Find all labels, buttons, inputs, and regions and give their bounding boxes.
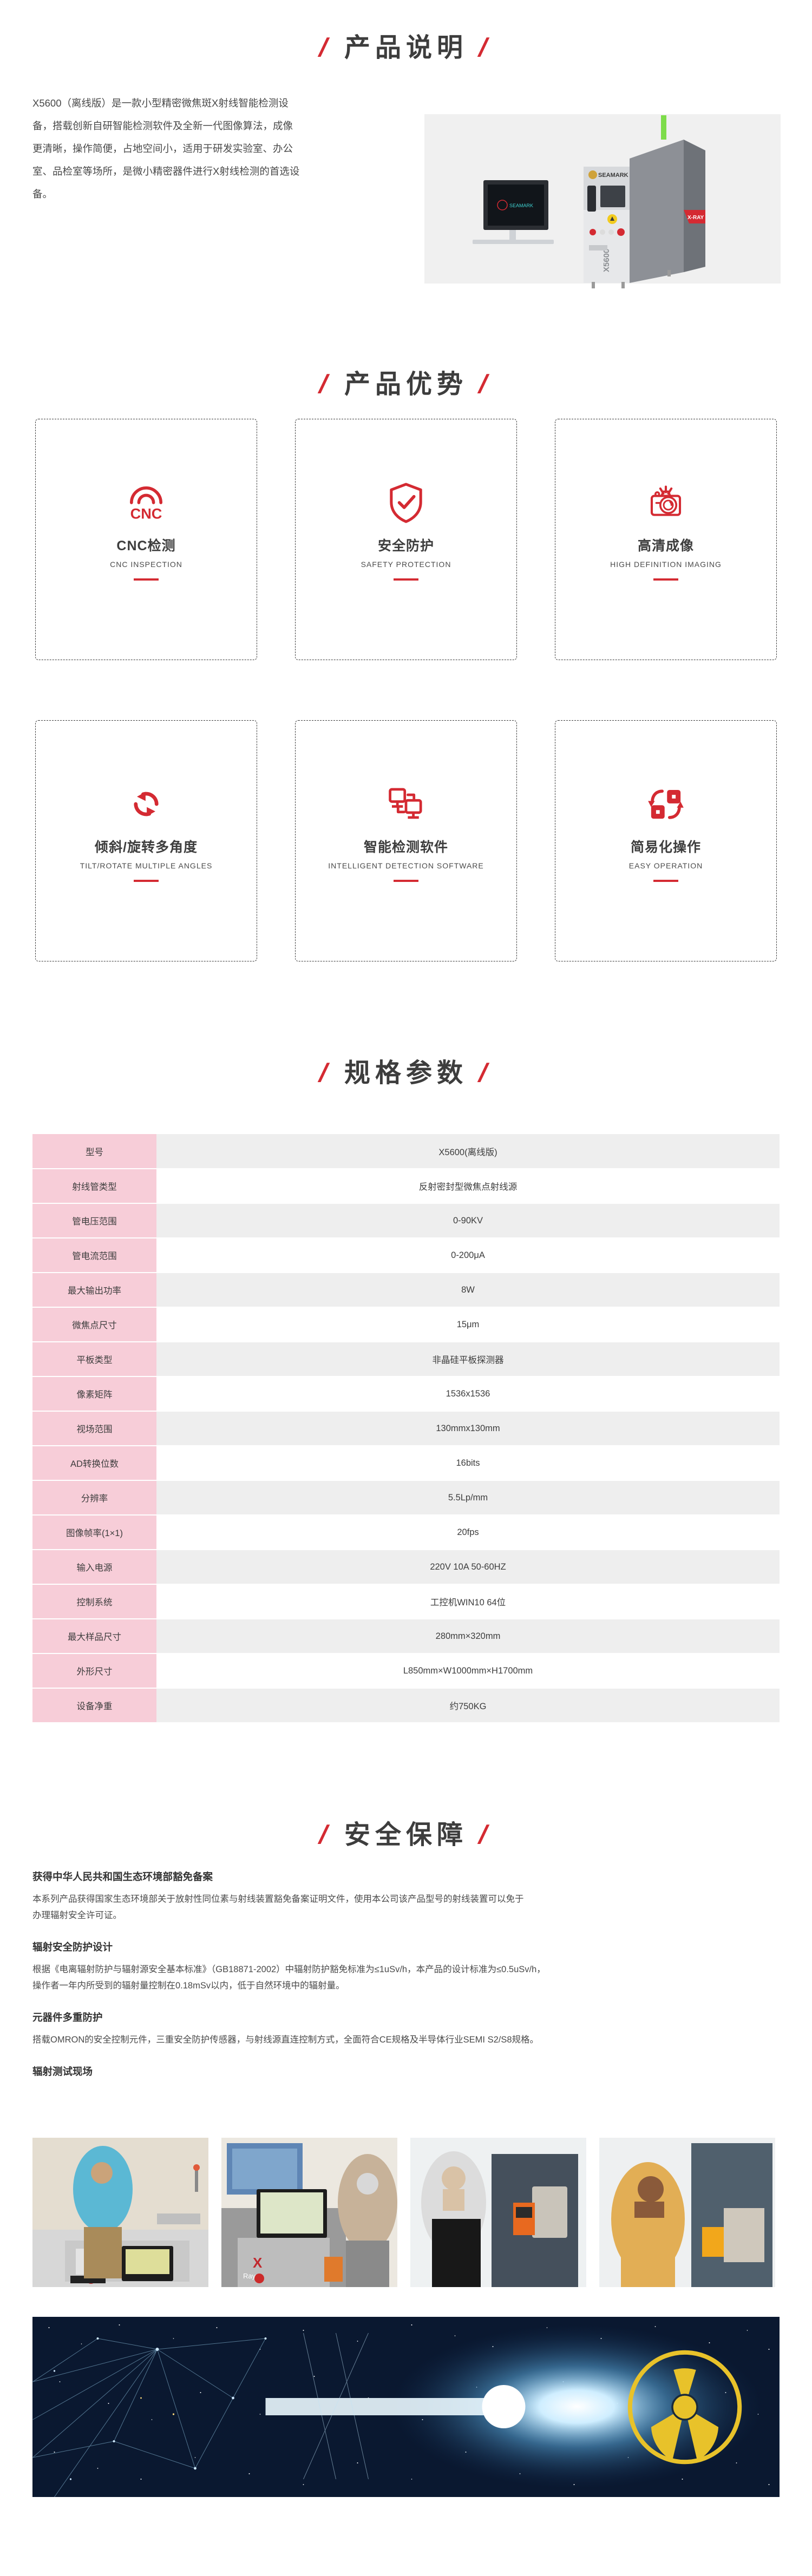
svg-text:CNC: CNC (130, 505, 162, 522)
svg-text:SEAMARK: SEAMARK (509, 203, 533, 208)
svg-text:X5600: X5600 (602, 248, 611, 272)
svg-text:Ray: Ray (243, 2272, 256, 2280)
svg-text:X: X (253, 2255, 263, 2271)
svg-text:X-RAY: X-RAY (687, 215, 704, 221)
svg-text:SEAMARK: SEAMARK (598, 172, 628, 179)
